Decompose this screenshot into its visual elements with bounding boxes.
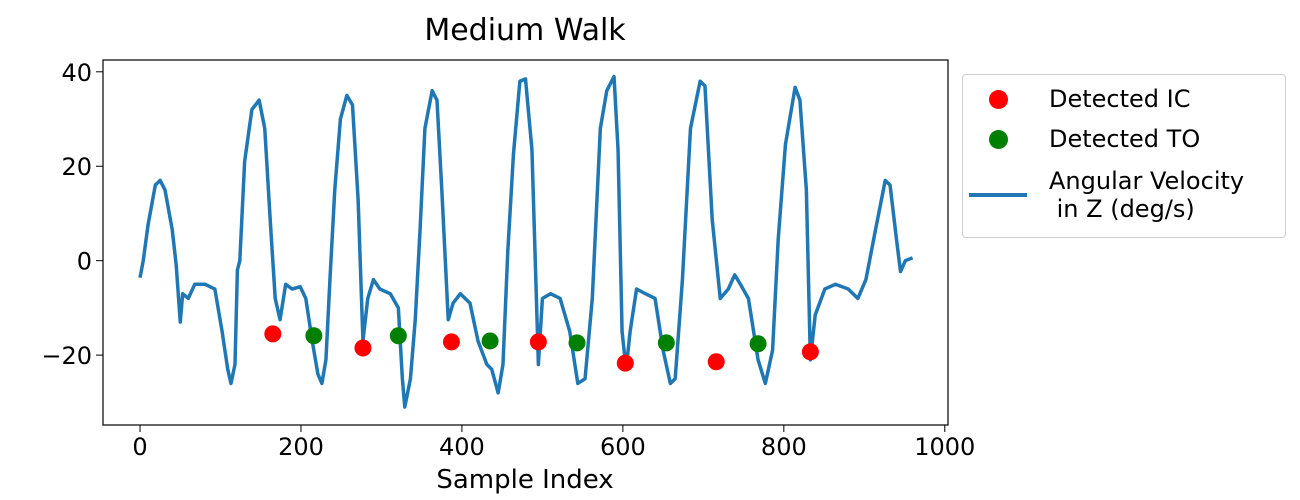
axes-frame xyxy=(102,59,949,426)
legend-item: Detected IC xyxy=(963,85,1191,113)
point xyxy=(389,327,407,345)
x-axis-label: Sample Index xyxy=(436,465,613,495)
x-tick-label: 1000 xyxy=(914,433,975,461)
legend-item: Angular Velocity in Z (deg/s) xyxy=(963,167,1244,223)
point xyxy=(657,334,675,352)
legend-key xyxy=(963,129,1033,149)
legend: Detected IC Detected TO Angular Velocity i… xyxy=(962,74,1286,238)
x-tick-label: 0 xyxy=(132,433,147,461)
point xyxy=(801,343,819,361)
point xyxy=(529,333,547,351)
point xyxy=(442,333,460,351)
legend-label: Detected TO xyxy=(1049,125,1201,153)
point xyxy=(264,325,282,343)
legend-key xyxy=(963,89,1033,109)
y-tick-label: 0 xyxy=(77,248,92,276)
x-tick-label: 400 xyxy=(439,433,485,461)
chart-title: Medium Walk xyxy=(424,13,626,48)
x-tick-label: 200 xyxy=(278,433,324,461)
x-tick-label: 800 xyxy=(761,433,807,461)
point xyxy=(568,334,586,352)
point xyxy=(616,354,634,372)
point xyxy=(749,335,767,353)
legend-label: Angular Velocity in Z (deg/s) xyxy=(1049,167,1245,223)
point xyxy=(481,332,499,350)
x-tick-label: 600 xyxy=(600,433,646,461)
legend-key xyxy=(963,193,1033,197)
point xyxy=(305,327,323,345)
legend-label: Detected IC xyxy=(1049,85,1191,113)
y-tick-label: −20 xyxy=(41,342,92,370)
point xyxy=(707,353,725,371)
plot-area xyxy=(138,74,914,409)
y-tick-label: 20 xyxy=(61,153,92,181)
line xyxy=(138,74,914,409)
legend-item: Detected TO xyxy=(963,125,1200,153)
y-tick-label: 40 xyxy=(61,59,92,87)
point xyxy=(354,339,372,357)
